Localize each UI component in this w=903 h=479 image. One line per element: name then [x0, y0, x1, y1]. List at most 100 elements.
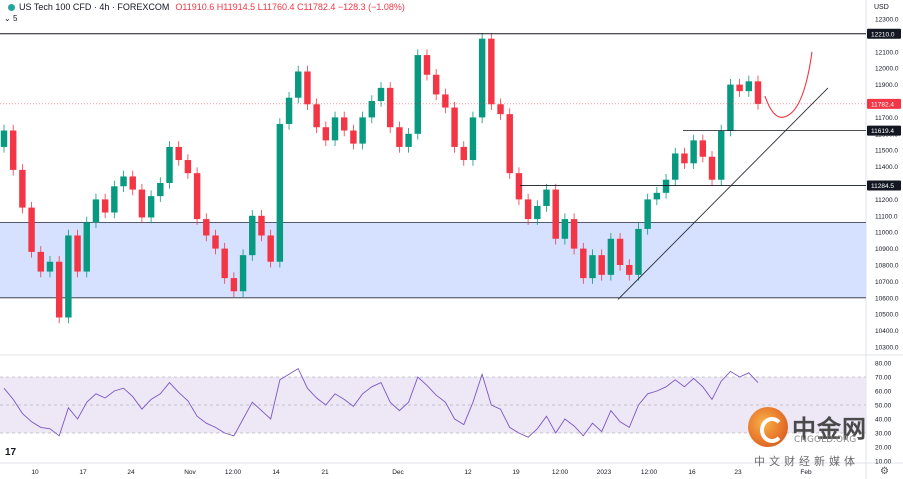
candle-body [285, 97, 293, 124]
candle-body [662, 179, 670, 193]
time-tick-label: 24 [127, 469, 135, 476]
symbol-name: US Tech 100 CFD · 4h · FOREXCOM [19, 2, 170, 12]
candle-body [341, 117, 348, 131]
candle-body [718, 130, 725, 180]
candle-body [524, 199, 532, 220]
watermark: 中金网 CNGOLD.ORG 中文财经新媒体 [748, 405, 896, 475]
candle-body [267, 235, 274, 262]
candle-body [552, 189, 559, 239]
market-status-icon [8, 4, 15, 12]
candle-body [313, 104, 320, 128]
price-tick-label: 11500.0 [875, 148, 898, 155]
price-tick-label: 12300.0 [875, 17, 899, 24]
price-tick-label: 10800.0 [875, 263, 899, 270]
candle-body [607, 238, 615, 275]
settings-gear-icon[interactable]: ⚙ [880, 466, 889, 477]
candle-body [626, 265, 633, 275]
price-tick-label: 10900.0 [875, 246, 899, 253]
candle-body [249, 215, 256, 256]
candle-body [258, 215, 265, 236]
price-tick-label: 12100.0 [875, 49, 899, 56]
price-tick-label: 10600.0 [875, 295, 899, 302]
candle-body [55, 261, 63, 318]
candle-body [543, 189, 550, 206]
watermark-url: CNGOLD.ORG [794, 435, 857, 445]
rsi-tick-label: 50.00 [875, 403, 892, 410]
candle-body [589, 255, 596, 279]
price-axis-background [866, 0, 903, 479]
candle-body [736, 84, 743, 92]
trendline [617, 87, 829, 300]
currency-label: USD [874, 4, 889, 11]
candle-body [138, 189, 146, 218]
rsi-tick-label: 30.00 [875, 431, 892, 438]
candle-body [681, 153, 688, 164]
time-tick-label: Feb [800, 469, 812, 476]
candle-body [322, 127, 330, 141]
candle-body [28, 207, 35, 252]
projection-curve [764, 51, 813, 118]
rsi-tick-label: 80.00 [875, 361, 892, 368]
candle-body [147, 196, 155, 218]
cngold-logo-icon [748, 407, 788, 447]
rsi-tick-label: 60.00 [875, 389, 892, 396]
price-badge-text: 11284.5 [871, 183, 894, 190]
candle-body [295, 71, 302, 98]
candle-body [101, 199, 109, 213]
candle-body [92, 199, 100, 223]
candle-body [212, 235, 219, 249]
time-tick-label: 23 [734, 469, 742, 476]
candle-body [37, 251, 44, 272]
candle-body [331, 117, 339, 141]
candle-body [469, 117, 477, 161]
time-tick-label: 16 [688, 469, 696, 476]
candle-body [672, 153, 679, 180]
price-tick-label: 10400.0 [875, 328, 899, 335]
level-price-badge: 12210.0 [867, 28, 901, 39]
price-tick-label: 10500.0 [875, 312, 899, 319]
price-badge-text: 11782.4 [871, 101, 894, 108]
rsi-tick-label: 40.00 [875, 417, 892, 424]
support-zone [0, 222, 866, 298]
candle-body [230, 278, 238, 292]
candle-body [460, 146, 467, 161]
candle-body [478, 38, 486, 118]
last-price-badge: 11782.4 [867, 98, 901, 109]
rsi-tick-label: 70.00 [875, 375, 892, 382]
candle-body [239, 255, 247, 292]
candle-body [432, 74, 440, 95]
candle-body [193, 173, 201, 220]
candle-body [423, 55, 431, 75]
price-tick-label: 11000.0 [875, 230, 898, 237]
time-tick-label: 17 [79, 469, 87, 476]
candle-body [405, 133, 412, 147]
candle-body [396, 127, 403, 147]
candle-body [570, 219, 578, 249]
candle-body [19, 169, 26, 208]
time-tick-label: 2023 [597, 469, 612, 476]
candle-body [129, 176, 136, 190]
time-tick-label: 21 [321, 469, 329, 476]
candle-body [175, 146, 182, 161]
candle-body [580, 248, 587, 279]
price-badge-bg [867, 98, 901, 109]
time-tick-label: 12:00 [641, 469, 658, 476]
candle-body [488, 38, 495, 105]
candle-body [653, 192, 661, 200]
symbol-header[interactable]: US Tech 100 CFD · 4h · FOREXCOM O11910.6 … [4, 2, 405, 12]
candle-body [534, 205, 541, 220]
time-tick-label: 12:00 [225, 469, 242, 476]
candle-body [515, 173, 523, 200]
indicator-toggle[interactable]: ⌄ 5 [4, 14, 18, 23]
candle-body [506, 114, 513, 174]
candle-body [0, 130, 8, 147]
price-tick-label: 10700.0 [875, 279, 899, 286]
candle-body [74, 235, 81, 272]
candle-body [377, 87, 385, 101]
price-tick-label: 12000.0 [875, 66, 899, 73]
price-badge-bg [867, 28, 901, 39]
candle-body [644, 199, 651, 229]
candle-body [359, 117, 366, 144]
candle-body [598, 255, 605, 275]
candle-body [635, 228, 642, 275]
